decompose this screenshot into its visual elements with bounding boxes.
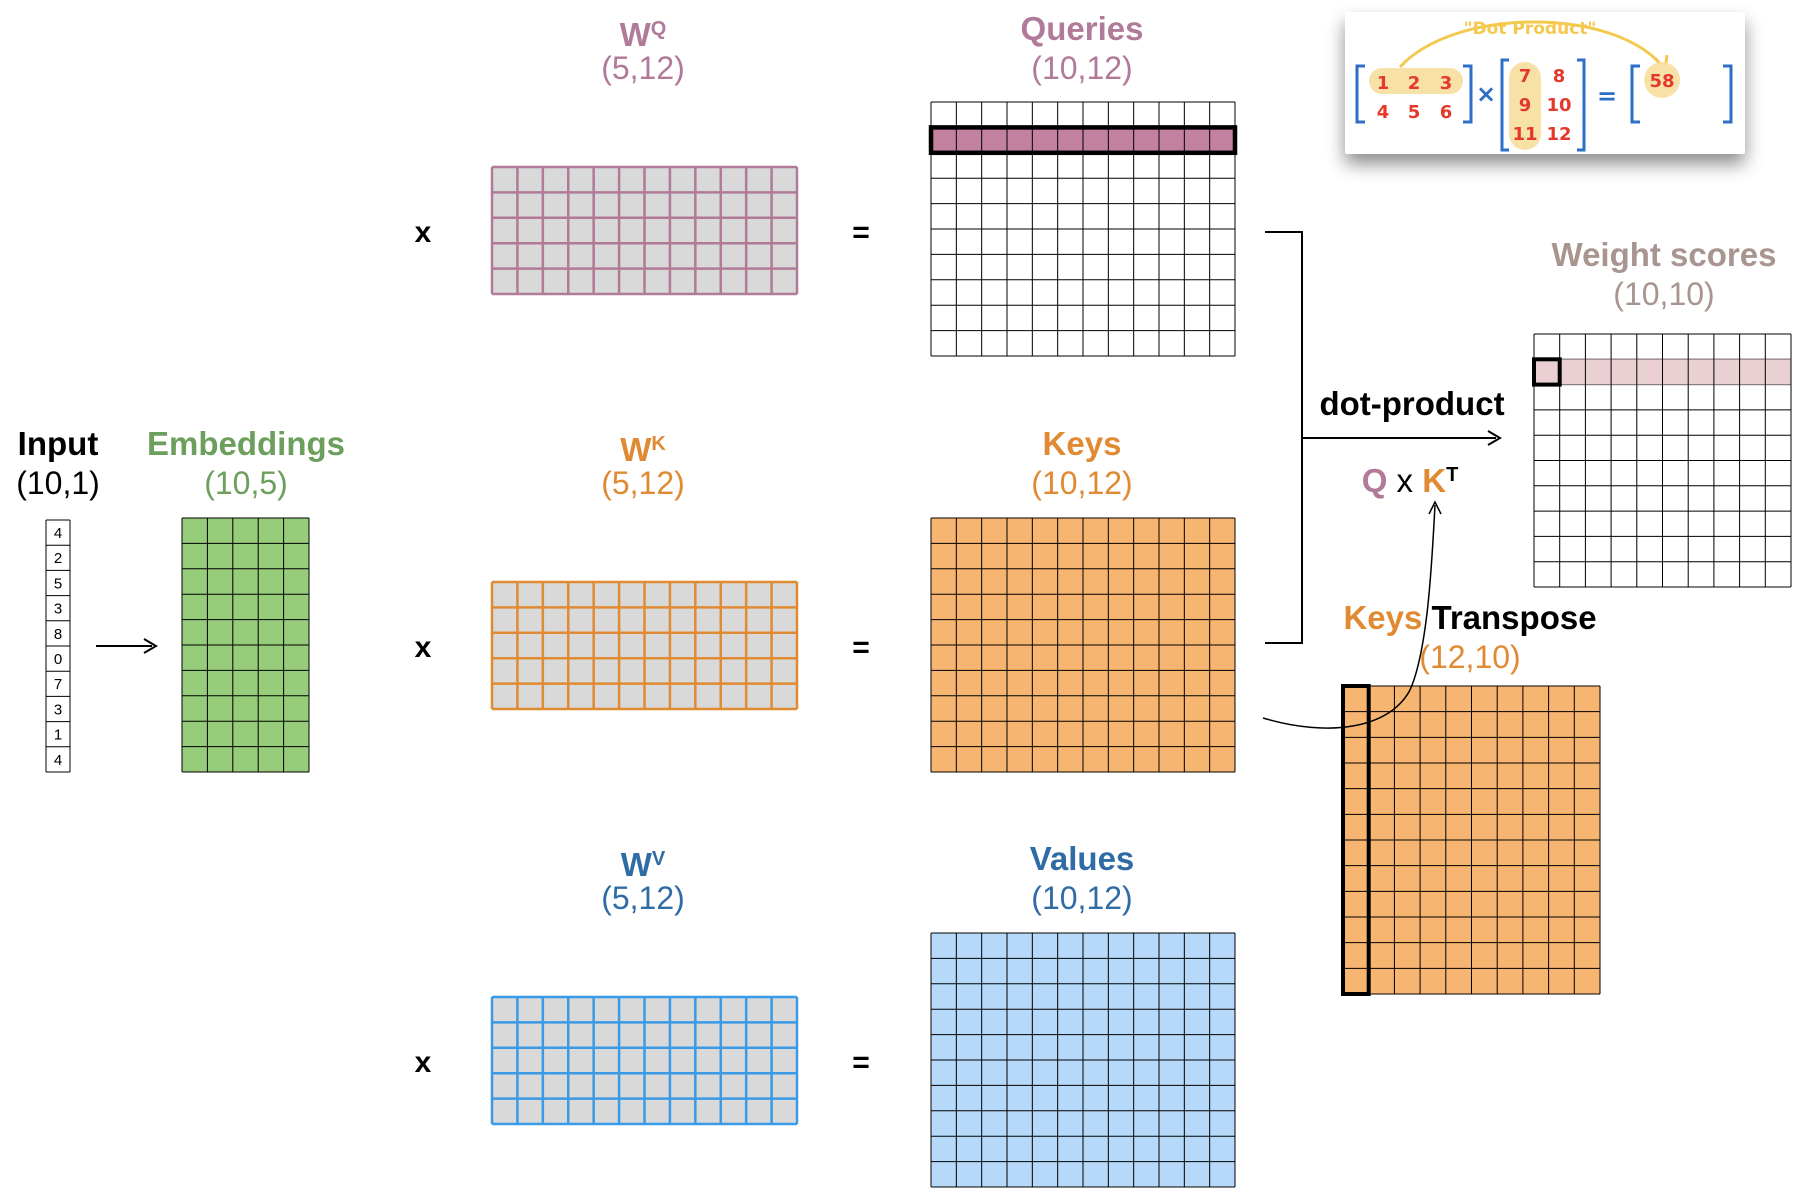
values-matrix-gridlines bbox=[930, 932, 1236, 1188]
input-value: 3 bbox=[54, 701, 62, 718]
bracket-c-left bbox=[1630, 64, 1640, 124]
times-symbol: x bbox=[1387, 462, 1423, 499]
input-value: 7 bbox=[54, 676, 62, 693]
wk-superscript: K bbox=[651, 433, 666, 455]
transpose-curve-arrowhead bbox=[1428, 500, 1442, 515]
input-to-embedding-arrowhead bbox=[143, 638, 158, 654]
keys-transpose-dims: (12,10) bbox=[1419, 639, 1521, 675]
input-value: 0 bbox=[54, 651, 62, 668]
dot-product-arrowhead bbox=[1487, 430, 1502, 446]
input-value: 3 bbox=[54, 601, 62, 618]
times-operator-k: x bbox=[414, 631, 432, 664]
result-highlight bbox=[1644, 62, 1680, 98]
wk-letter: W bbox=[620, 431, 652, 468]
input-value: 1 bbox=[54, 727, 62, 744]
wv-title: WV bbox=[621, 840, 666, 884]
transpose-superscript: T bbox=[1446, 464, 1459, 486]
times-operator-v: x bbox=[414, 1046, 432, 1079]
bracket-c-right bbox=[1723, 64, 1733, 124]
bracket-b-right bbox=[1577, 58, 1586, 152]
result-value: 58 bbox=[1649, 71, 1674, 92]
queries-title: Queries bbox=[1020, 10, 1144, 47]
queries-dims: (10,12) bbox=[1031, 50, 1133, 86]
a-12: 2 bbox=[1408, 73, 1421, 94]
dot-product-label: dot-product bbox=[1319, 385, 1505, 422]
wv-superscript: V bbox=[651, 848, 666, 870]
input-value: 2 bbox=[54, 550, 62, 567]
b-21: 9 bbox=[1519, 95, 1532, 116]
weight-scores-dims: (10,10) bbox=[1613, 276, 1715, 312]
wk-title: WK bbox=[620, 425, 666, 469]
wq-superscript: Q bbox=[650, 18, 667, 40]
a-22: 5 bbox=[1408, 102, 1421, 123]
keys-dims: (10,12) bbox=[1031, 465, 1133, 501]
equals-operator-q: = bbox=[852, 216, 870, 249]
dot-product-example-card: "Dot Product" 1 2 3 4 5 6 × 7 8 9 10 11 … bbox=[1345, 12, 1745, 154]
equals-operator-v: = bbox=[852, 1046, 870, 1079]
weight-scores-title: Weight scores bbox=[1551, 236, 1777, 273]
wv-letter: W bbox=[620, 846, 652, 883]
a-11: 1 bbox=[1377, 73, 1390, 94]
input-value: 5 bbox=[54, 575, 62, 592]
weight-cell-highlight bbox=[1532, 357, 1562, 387]
keys-transpose-title-transpose: Transpose bbox=[1422, 599, 1597, 636]
embeddings-matrix-gridlines bbox=[181, 517, 310, 773]
keys-transpose-title-keys: Keys bbox=[1343, 599, 1423, 636]
bracket-a-right bbox=[1463, 64, 1473, 124]
wk-dims: (5,12) bbox=[601, 465, 685, 501]
inset-equals: = bbox=[1597, 82, 1617, 110]
inset-times: × bbox=[1476, 80, 1496, 108]
input-title: Input bbox=[17, 425, 99, 462]
input-value: 4 bbox=[54, 752, 62, 769]
column-highlight bbox=[1509, 62, 1541, 150]
qk-bracket bbox=[1265, 231, 1303, 644]
k-symbol: K bbox=[1422, 462, 1447, 499]
wq-letter: W bbox=[619, 16, 651, 53]
dot-product-arrow bbox=[1398, 20, 1665, 69]
embeddings-dims: (10,5) bbox=[204, 465, 288, 501]
b-32: 12 bbox=[1546, 124, 1571, 145]
equals-operator-k: = bbox=[852, 631, 870, 664]
a-23: 6 bbox=[1440, 102, 1453, 123]
wq-title: WQ bbox=[620, 10, 667, 54]
b-31: 11 bbox=[1512, 124, 1537, 145]
a-21: 4 bbox=[1377, 102, 1390, 123]
embeddings-title: Embeddings bbox=[146, 425, 346, 462]
values-dims: (10,12) bbox=[1031, 880, 1133, 916]
b-12: 8 bbox=[1553, 66, 1566, 87]
wk-matrix-gridlines bbox=[490, 580, 799, 711]
input-value: 8 bbox=[54, 626, 62, 643]
transpose-curve-arrow bbox=[1262, 504, 1436, 729]
a-13: 3 bbox=[1440, 73, 1453, 94]
keys-transpose-title: Keys Transpose bbox=[1343, 599, 1596, 637]
input-value: 4 bbox=[54, 525, 62, 542]
keys-transpose-column-highlight bbox=[1341, 684, 1371, 996]
bracket-b-left bbox=[1500, 58, 1509, 152]
q-times-k-transpose: Q x KT bbox=[1362, 456, 1459, 500]
q-symbol: Q bbox=[1361, 462, 1388, 499]
keys-matrix-gridlines bbox=[930, 517, 1236, 773]
wv-dims: (5,12) bbox=[601, 880, 685, 916]
times-operator-q: x bbox=[414, 216, 432, 249]
queries-matrix-gridlines bbox=[930, 101, 1236, 357]
b-22: 10 bbox=[1546, 95, 1571, 116]
bracket-a-left bbox=[1355, 64, 1365, 124]
dot-product-example: "Dot Product" 1 2 3 4 5 6 × 7 8 9 10 11 … bbox=[1355, 19, 1733, 152]
input-dims: (10,1) bbox=[16, 465, 100, 501]
keys-title: Keys bbox=[1042, 425, 1122, 462]
inset-caption: "Dot Product" bbox=[1464, 19, 1597, 39]
row-highlight bbox=[1369, 68, 1463, 94]
values-title: Values bbox=[1029, 840, 1135, 877]
b-11: 7 bbox=[1519, 66, 1532, 87]
query-row-highlight-border bbox=[928, 125, 1238, 156]
input-vector-gridlines bbox=[45, 519, 71, 773]
wv-matrix-gridlines bbox=[490, 995, 799, 1126]
wq-matrix-gridlines bbox=[490, 165, 799, 296]
wq-dims: (5,12) bbox=[601, 50, 685, 86]
